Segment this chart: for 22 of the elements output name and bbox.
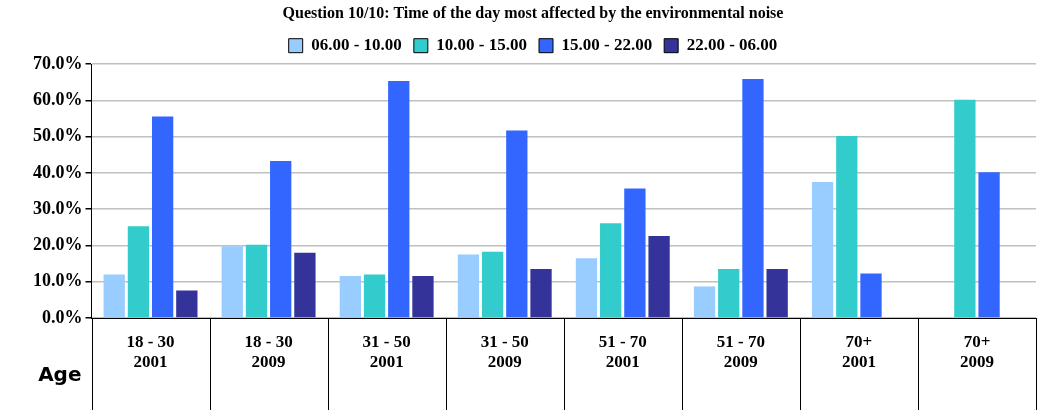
y-tick-label: 0.0% [42,306,83,327]
x-tick-label: 70+ 2001 [841,331,876,371]
x-tick-label: 51 - 70 2009 [716,331,765,371]
y-tick-label: 30.0% [33,197,83,218]
legend-label: 15.00 - 22.00 [561,35,653,55]
x-tick-label: 70+ 2009 [959,331,994,371]
legend-label: 10.00 - 15.00 [436,35,528,55]
y-tick-label: 20.0% [33,234,83,255]
legend-label: 06.00 - 10.00 [311,35,402,55]
y-tick-label: 10.0% [33,270,83,291]
chart-title: Question 10/10: Time of the day most affected by the environmental noise [282,3,784,22]
x-tick-label: 31 - 50 2001 [362,331,411,371]
x-tick-label: 18 - 30 2001 [126,331,175,371]
y-tick-label: 60.0% [33,89,83,110]
legend-label: 22.00 - 06.00 [686,35,778,55]
x-tick-label: 51 - 70 2001 [598,331,647,371]
x-tick-label: 18 - 30 2009 [244,331,293,371]
y-tick-label: 40.0% [33,161,83,182]
x-tick-label: 31 - 50 2009 [480,331,529,371]
x-axis-title: Age [38,362,82,387]
y-tick-label: 70.0% [33,52,83,73]
y-tick-label: 50.0% [33,125,83,146]
